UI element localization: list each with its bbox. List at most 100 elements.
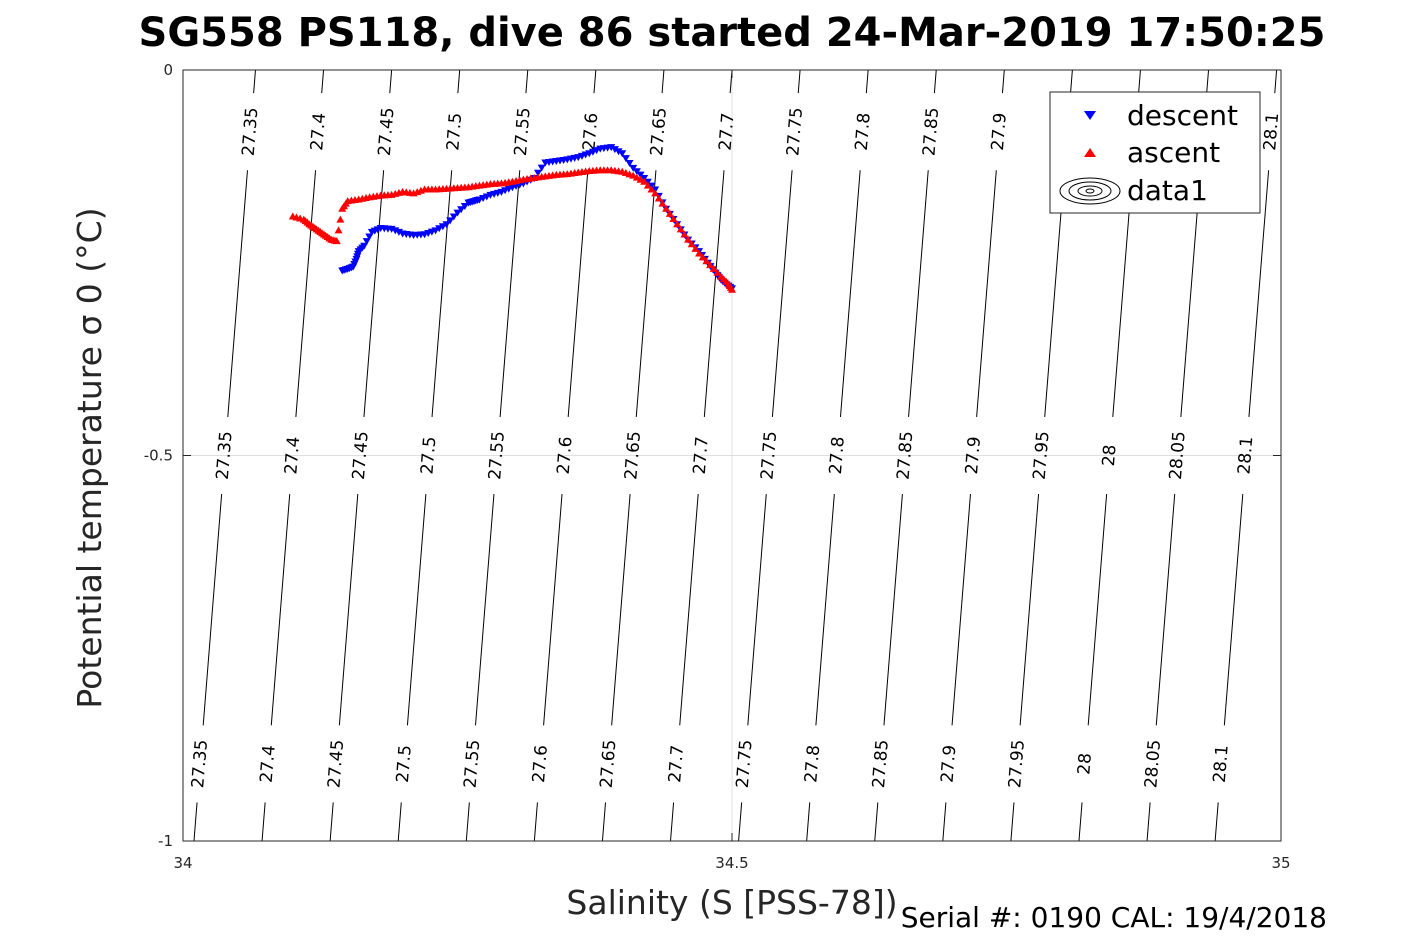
legend-descent-marker: [1084, 111, 1096, 120]
y-axis-label: Potential temperature σ 0 (°C): [70, 207, 109, 708]
isopycnal-label: 27.9: [937, 744, 960, 783]
descent-point: [460, 202, 469, 210]
isopycnal-label: 27.4: [257, 744, 280, 783]
isopycnal-line: [839, 170, 861, 417]
isopycnal-line: [1214, 802, 1219, 841]
ascent-point: [713, 268, 722, 276]
ascent-series: [288, 166, 736, 293]
ascent-point: [647, 185, 656, 193]
isopycnal-line: [815, 494, 835, 726]
isopycnal-label: 27.7: [690, 436, 713, 475]
isopycnal-label: 27.75: [733, 739, 757, 789]
isopycnal-line: [1146, 802, 1151, 841]
isopycnal-line: [193, 802, 198, 841]
isopycnal-line: [329, 802, 334, 841]
isopycnal-label: 27.45: [324, 739, 348, 789]
legend: descent ascent data1: [1049, 91, 1261, 214]
ascent-point: [640, 177, 649, 185]
isopycnal-line: [1138, 70, 1141, 94]
isopycnal-line: [942, 802, 947, 841]
descent-point: [610, 146, 619, 154]
ascent-point: [706, 261, 715, 269]
isopycnal-line: [806, 802, 811, 841]
isopycnal-label: 27.65: [647, 107, 671, 157]
isopycnal-line: [202, 494, 223, 726]
data-series: [288, 144, 736, 293]
descent-point: [453, 209, 462, 217]
isopycnal-line: [1283, 70, 1344, 841]
isopycnal-line: [475, 494, 495, 726]
isopycnal-line: [270, 494, 291, 726]
ascent-point: [658, 199, 667, 207]
isopycnal-line: [389, 70, 393, 94]
legend-data1-label: data1: [1127, 174, 1208, 207]
isopycnal-line: [543, 494, 563, 726]
ascent-point: [680, 230, 689, 238]
isopycnal-label: 28: [1099, 444, 1121, 467]
isopycnal-line: [525, 70, 529, 94]
ascent-point: [691, 244, 700, 252]
isopycnal-line: [670, 802, 675, 841]
isopycnal-label: 27.9: [988, 112, 1011, 151]
isopycnal-label: 28: [1074, 752, 1096, 775]
isopycnal-label: 27.35: [213, 430, 237, 480]
grid-lines: [183, 70, 1281, 841]
isopycnal-label: 27.85: [894, 430, 918, 480]
isopycnal-line: [747, 494, 767, 726]
isopycnal-line: [976, 170, 997, 417]
isopycnal-label: 27.6: [554, 436, 577, 475]
isopycnal-label: 27.4: [281, 436, 304, 475]
isopycnal-label: 27.45: [375, 107, 399, 157]
descent-point: [607, 144, 616, 152]
isopycnal-line: [1206, 70, 1210, 94]
isopycnal-label: 27.55: [485, 430, 509, 480]
ascent-point: [665, 209, 674, 217]
isopycnal-line: [883, 494, 903, 726]
descent-point: [449, 213, 458, 221]
ascent-point: [702, 257, 711, 265]
isopycnal-line: [635, 170, 657, 417]
ascent-point: [336, 215, 345, 223]
isopycnal-line: [593, 70, 597, 94]
isopycnal-label: 28.05: [1166, 430, 1190, 480]
isopycnal-label: 27.6: [529, 744, 552, 783]
descent-point: [362, 238, 371, 246]
isopycnal-line: [951, 494, 971, 726]
isopycnal-label: 27.65: [597, 739, 621, 789]
isopycnal-label: 27.45: [349, 430, 373, 480]
ascent-point: [709, 264, 718, 272]
isopycnal-label: 27.55: [461, 739, 485, 789]
descent-point: [446, 217, 455, 225]
isopycnal-line: [457, 70, 461, 94]
isopycnal-line: [797, 70, 801, 94]
isopycnal-label: 27.8: [801, 744, 824, 783]
isopycnal-line: [1223, 494, 1244, 726]
ascent-point: [332, 237, 341, 245]
isopycnal-line: [908, 170, 929, 417]
descent-point: [534, 169, 543, 177]
isopycnal-label: 27.8: [852, 112, 875, 151]
isopycnal-line: [338, 494, 359, 726]
isopycnal-label: 27.65: [621, 430, 645, 480]
legend-ascent-label: ascent: [1127, 136, 1220, 169]
x-tick-label: 34: [173, 854, 192, 872]
isopycnal-label: 27.6: [579, 112, 602, 151]
isopycnal-line: [499, 170, 521, 417]
isopycnal-line: [679, 494, 699, 726]
isopycnal-label: 27.8: [826, 436, 849, 475]
isopycnal-line: [253, 70, 256, 94]
isopycnal-line: [1070, 70, 1073, 94]
isopycnal-line: [295, 170, 317, 417]
isopycnal-label: 27.95: [1005, 739, 1029, 789]
descent-point: [360, 242, 369, 250]
isopycnal-line: [321, 70, 325, 94]
x-tick-label: 35: [1271, 854, 1290, 872]
axis-ticks: 34 34.5 35 0 -0.5 -1: [144, 61, 1291, 872]
isopycnal-labels: 27.35 27.35 27.35 27.4 27.4 27.4 27.45 27.45 27.…: [188, 107, 1283, 789]
y-tick-label: -1: [158, 832, 173, 850]
isopycnal-line: [1010, 802, 1015, 841]
ascent-point: [654, 194, 663, 202]
isopycnal-line: [661, 70, 665, 94]
isopycnal-line: [1274, 70, 1278, 94]
isopycnal-contours: [193, 70, 1344, 841]
